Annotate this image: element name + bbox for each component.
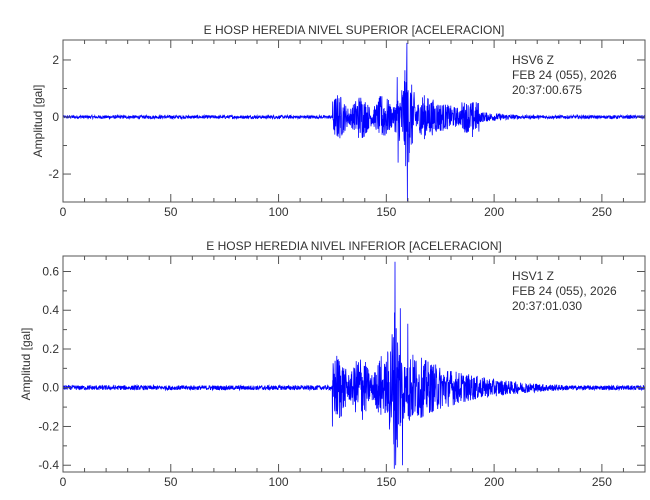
x-tick-label: 150 bbox=[376, 475, 396, 489]
x-tick-label: 200 bbox=[484, 205, 504, 219]
station-annotation: FEB 24 (055), 2026 bbox=[512, 68, 617, 82]
x-tick-label: 250 bbox=[592, 205, 612, 219]
y-tick-label: 0.4 bbox=[42, 303, 59, 317]
y-tick-label: 0 bbox=[52, 110, 59, 124]
x-tick-label: 50 bbox=[164, 475, 178, 489]
y-tick-label: -2 bbox=[48, 167, 59, 181]
x-tick-label: 250 bbox=[592, 475, 612, 489]
chart-title: E HOSP HEREDIA NIVEL SUPERIOR [ACELERACI… bbox=[204, 23, 505, 37]
x-tick-label: 200 bbox=[484, 475, 504, 489]
chart-panel-1: 0 50 100 150 200 250 -2 0 2 E HOSP HEREDIA NIVEL … bbox=[31, 23, 646, 219]
plot-frame bbox=[62, 255, 646, 473]
chart-title: E HOSP HEREDIA NIVEL INFERIOR [ACELERACI… bbox=[206, 239, 501, 253]
y-tick-label: 0.0 bbox=[42, 381, 59, 395]
x-tick-label: 100 bbox=[269, 475, 289, 489]
y-axis-label: Amplitud [gal] bbox=[19, 328, 33, 401]
waveform-series bbox=[62, 261, 646, 469]
x-tick-label: 0 bbox=[60, 475, 67, 489]
y-tick-label: -0.4 bbox=[38, 458, 59, 472]
x-tick-label: 0 bbox=[60, 205, 67, 219]
y-tick-label: 0.6 bbox=[42, 264, 59, 278]
x-tick-label: 100 bbox=[269, 205, 289, 219]
y-tick-label: 0.2 bbox=[42, 342, 59, 356]
y-tick-label: -0.2 bbox=[38, 419, 59, 433]
x-tick-label: 150 bbox=[376, 205, 396, 219]
station-annotation: 20:37:00.675 bbox=[512, 83, 582, 97]
chart-panel-2: 0 50 100 150 200 250 -0.4 -0.2 0.0 0.2 0.4 0.6 E HOS… bbox=[19, 239, 646, 489]
plot-frame bbox=[62, 39, 646, 203]
station-annotation: 20:37:01.030 bbox=[512, 299, 582, 313]
y-tick-label: 2 bbox=[52, 53, 59, 67]
waveform-series bbox=[62, 42, 646, 202]
station-annotation: FEB 24 (055), 2026 bbox=[512, 284, 617, 298]
x-tick-label: 50 bbox=[164, 205, 178, 219]
y-axis-label: Amplitud [gal] bbox=[31, 85, 45, 158]
station-annotation: HSV1 Z bbox=[512, 269, 554, 283]
station-annotation: HSV6 Z bbox=[512, 53, 554, 67]
